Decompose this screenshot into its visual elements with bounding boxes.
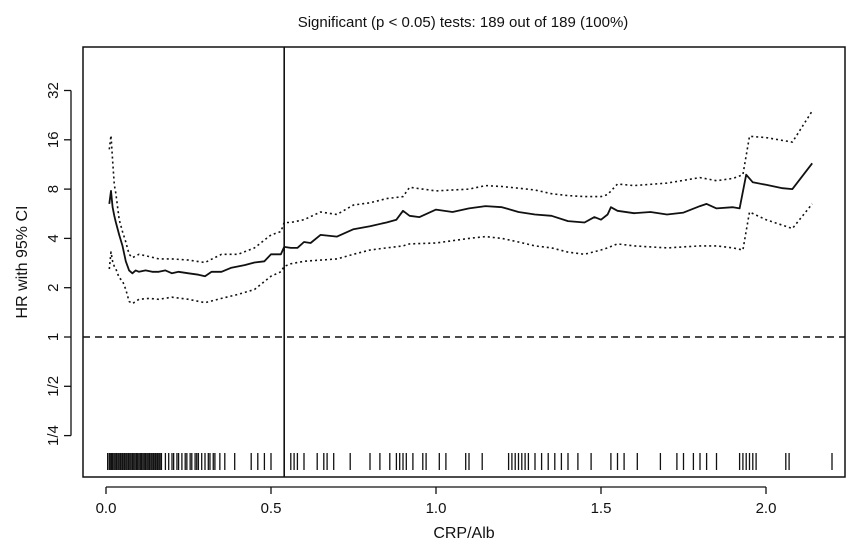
y-tick-label: 32 [45, 82, 62, 99]
series-line-ci-upper [108, 110, 813, 264]
axes: 0.0 0.5 1.0 1.5 2.0 1/4 1/2 1 2 4 8 16 32 [45, 82, 776, 517]
y-axis-title: HR with 95% CI [14, 206, 31, 319]
reference-lines [83, 47, 845, 477]
y-tick-label: 1/2 [45, 376, 62, 397]
y-tick-label: 4 [45, 234, 62, 242]
series-lines [108, 110, 813, 305]
x-tick-label: 1.5 [591, 500, 612, 517]
series-line-hr [108, 162, 813, 278]
x-tick-label: 1.0 [426, 500, 447, 517]
x-tick-label: 0.0 [96, 500, 117, 517]
y-tick-label: 1 [45, 333, 62, 341]
plot-frame [82, 46, 846, 478]
chart-title: Significant (p < 0.05) tests: 189 out of… [298, 14, 629, 31]
rug-plot [107, 453, 833, 470]
y-tick-label: 16 [45, 131, 62, 148]
x-tick-label: 0.5 [261, 500, 282, 517]
y-tick-label: 2 [45, 284, 62, 292]
y-tick-label: 8 [45, 185, 62, 193]
x-tick-label: 2.0 [756, 500, 777, 517]
x-axis-title: CRP/Alb [433, 525, 494, 542]
series-line-ci-lower [108, 203, 813, 305]
y-tick-label: 1/4 [45, 425, 62, 446]
